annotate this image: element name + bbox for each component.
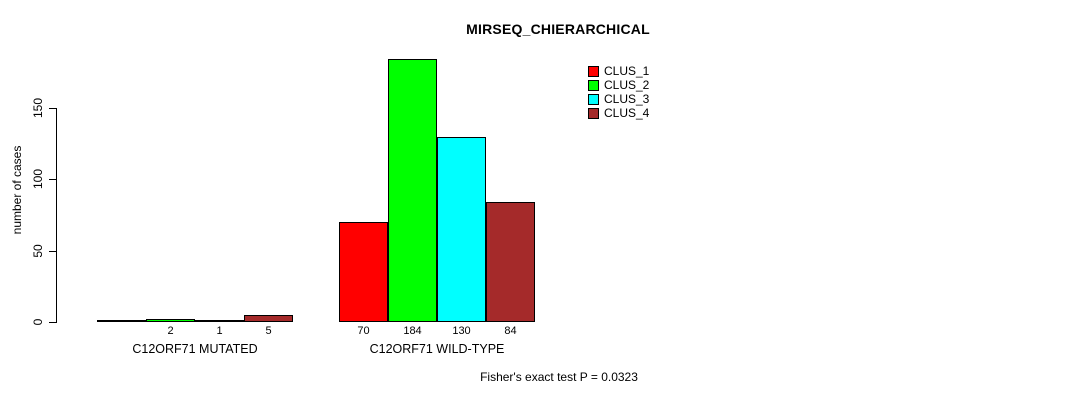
bar-CLUS_1-group1	[97, 320, 146, 322]
bar-CLUS_4-group2	[486, 202, 535, 322]
y-axis-label: number of cases	[10, 145, 24, 235]
bar-CLUS_2-group2	[388, 59, 437, 322]
legend-label-CLUS_2: CLUS_2	[604, 78, 650, 92]
bar-value-label-CLUS_4-group1: 5	[265, 325, 272, 337]
y-axis-line	[56, 108, 57, 323]
chart-title: MIRSEQ_CHIERARCHICAL	[466, 21, 650, 37]
y-tick-label: 100	[31, 168, 45, 190]
bar-value-label-CLUS_3-group2: 130	[452, 325, 471, 337]
bar-CLUS_3-group2	[437, 137, 486, 322]
y-tick-label: 150	[31, 97, 45, 119]
bar-value-label-CLUS_2-group2: 184	[403, 325, 422, 337]
group-label-2: C12ORF71 WILD-TYPE	[369, 342, 505, 356]
y-tick-label: 0	[31, 318, 45, 326]
fisher-test-annotation: Fisher's exact test P = 0.0323	[480, 370, 638, 384]
group-label-1: C12ORF71 MUTATED	[132, 342, 258, 356]
bar-value-label-CLUS_3-group1: 1	[216, 325, 223, 337]
legend-label-CLUS_4: CLUS_4	[604, 106, 650, 120]
bar-value-label-CLUS_4-group2: 84	[504, 325, 517, 337]
legend-label-CLUS_3: CLUS_3	[604, 92, 650, 106]
y-tick	[49, 108, 56, 109]
legend-swatch-CLUS_1	[588, 66, 599, 77]
bar-value-label-CLUS_1-group2: 70	[357, 325, 370, 337]
legend-swatch-CLUS_3	[588, 94, 599, 105]
y-tick	[49, 179, 56, 180]
bar-value-label-CLUS_2-group1: 2	[167, 325, 174, 337]
bar-CLUS_3-group1	[195, 320, 244, 322]
legend-swatch-CLUS_4	[588, 108, 599, 119]
y-tick	[49, 322, 56, 323]
y-tick-label: 50	[31, 244, 45, 258]
y-tick	[49, 251, 56, 252]
legend-label-CLUS_1: CLUS_1	[604, 64, 650, 78]
bar-CLUS_4-group1	[244, 315, 293, 322]
bar-CLUS_1-group2	[339, 222, 388, 322]
bar-CLUS_2-group1	[146, 319, 195, 322]
legend-swatch-CLUS_2	[588, 80, 599, 91]
